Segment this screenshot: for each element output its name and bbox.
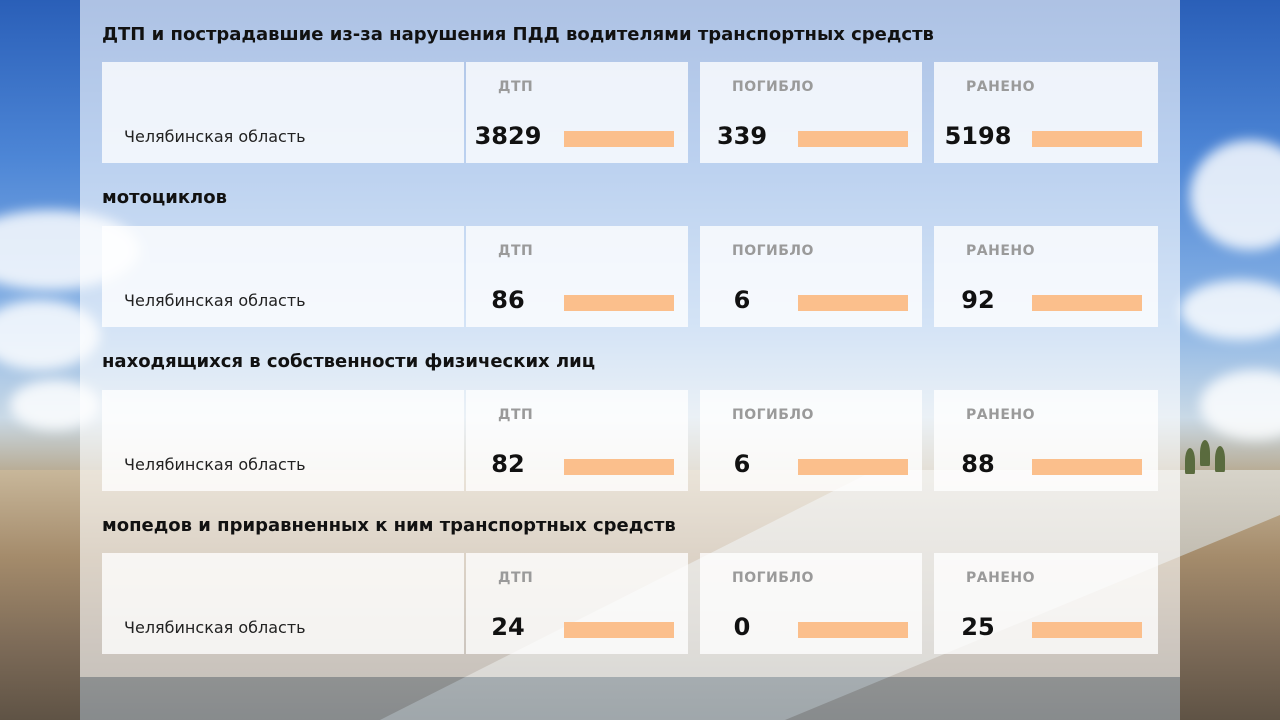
section-title: мопедов и приравненных к ним транспортны…: [102, 515, 676, 536]
region-label: Челябинская область: [124, 127, 306, 146]
section-title: мотоциклов: [102, 187, 227, 208]
region-label: Челябинская область: [124, 291, 306, 310]
metric-bar: [564, 131, 674, 147]
metric-bar: [1032, 459, 1142, 475]
section-title: ДТП и пострадавшие из-за нарушения ПДД в…: [102, 24, 934, 45]
stats-card: Челябинская область ДТП 24 ПОГИБЛО 0 РАН…: [102, 553, 1158, 654]
metric-header: РАНЕНО: [966, 243, 1035, 259]
region-cell: Челябинская область: [102, 62, 464, 163]
region-label: Челябинская область: [124, 455, 306, 474]
metric-bar: [1032, 295, 1142, 311]
metric-value: 339: [716, 122, 768, 150]
metric-cell-killed: ПОГИБЛО 0: [700, 553, 922, 654]
metric-header: ДТП: [498, 407, 534, 423]
metric-value: 0: [733, 613, 751, 641]
region-cell: Челябинская область: [102, 390, 464, 491]
metric-header: РАНЕНО: [966, 570, 1035, 586]
metric-bar: [564, 459, 674, 475]
metric-bar: [798, 131, 908, 147]
metric-header: ДТП: [498, 243, 534, 259]
metric-header: РАНЕНО: [966, 79, 1035, 95]
metric-header: ДТП: [498, 79, 534, 95]
metric-cell-killed: ПОГИБЛО 6: [700, 226, 922, 327]
metric-header: РАНЕНО: [966, 407, 1035, 423]
metric-cell-dtp: ДТП 24: [466, 553, 688, 654]
metric-cell-injured: РАНЕНО 88: [934, 390, 1158, 491]
metric-value: 25: [961, 613, 995, 641]
metric-cell-injured: РАНЕНО 92: [934, 226, 1158, 327]
metric-header: ПОГИБЛО: [732, 243, 814, 259]
metric-bar: [798, 622, 908, 638]
stats-card: Челябинская область ДТП 3829 ПОГИБЛО 339…: [102, 62, 1158, 163]
metric-header: ПОГИБЛО: [732, 570, 814, 586]
metric-bar: [798, 459, 908, 475]
metric-value: 86: [491, 286, 525, 314]
region-cell: Челябинская область: [102, 226, 464, 327]
metric-value: 3829: [474, 122, 542, 150]
metric-bar: [1032, 131, 1142, 147]
region-label: Челябинская область: [124, 618, 306, 637]
metric-header: ПОГИБЛО: [732, 407, 814, 423]
metric-header: ПОГИБЛО: [732, 79, 814, 95]
metric-value: 5198: [944, 122, 1012, 150]
section-title: находящихся в собственности физических л…: [102, 351, 596, 372]
metric-value: 82: [491, 450, 525, 478]
metric-bar: [564, 622, 674, 638]
stats-card: Челябинская область ДТП 82 ПОГИБЛО 6 РАН…: [102, 390, 1158, 491]
metric-header: ДТП: [498, 570, 534, 586]
metric-cell-injured: РАНЕНО 5198: [934, 62, 1158, 163]
metric-value: 24: [491, 613, 525, 641]
metric-value: 6: [733, 450, 751, 478]
metric-cell-killed: ПОГИБЛО 339: [700, 62, 922, 163]
stats-card: Челябинская область ДТП 86 ПОГИБЛО 6 РАН…: [102, 226, 1158, 327]
metric-value: 6: [733, 286, 751, 314]
metric-bar: [1032, 622, 1142, 638]
metric-bar: [798, 295, 908, 311]
metric-value: 92: [961, 286, 995, 314]
metric-cell-dtp: ДТП 86: [466, 226, 688, 327]
metric-cell-injured: РАНЕНО 25: [934, 553, 1158, 654]
panel-footer-strip: [80, 677, 1180, 720]
metric-cell-killed: ПОГИБЛО 6: [700, 390, 922, 491]
metric-cell-dtp: ДТП 82: [466, 390, 688, 491]
metric-cell-dtp: ДТП 3829: [466, 62, 688, 163]
metric-value: 88: [961, 450, 995, 478]
region-cell: Челябинская область: [102, 553, 464, 654]
metric-bar: [564, 295, 674, 311]
